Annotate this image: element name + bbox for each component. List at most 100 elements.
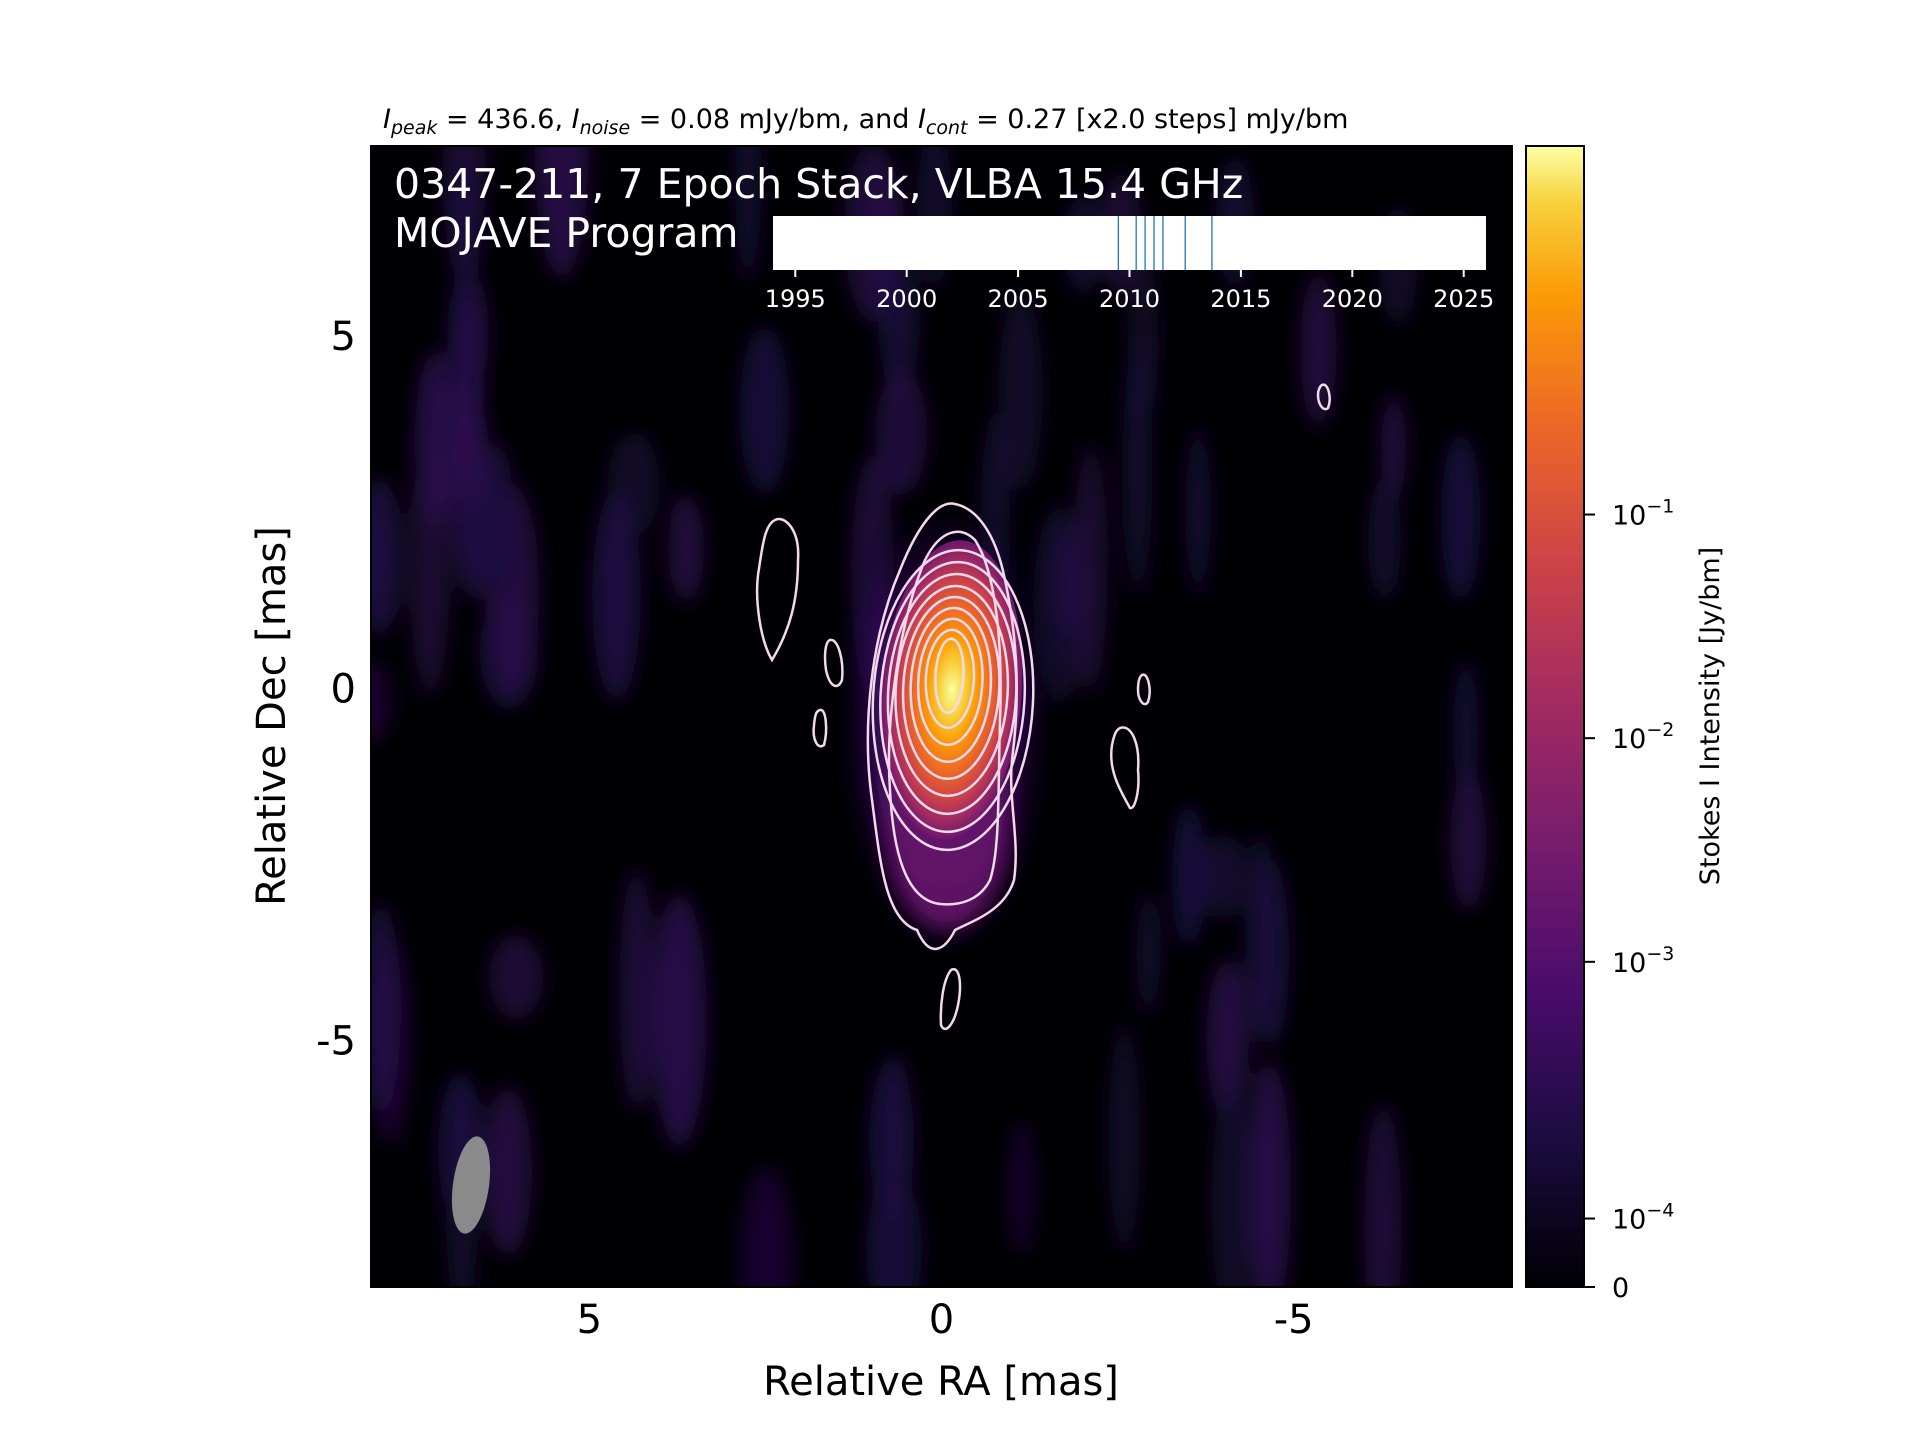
noise-blob xyxy=(371,476,402,637)
colorbar-label: Stokes I Intensity [Jy/bm] xyxy=(1695,547,1726,885)
noise-blob xyxy=(1009,1120,1034,1257)
peak-subscript: peak xyxy=(390,117,438,139)
epoch-tick-label: 2010 xyxy=(1099,285,1160,313)
noise-subscript: noise xyxy=(580,117,631,139)
contour-island xyxy=(1136,673,1151,706)
noise-blob xyxy=(1368,477,1402,601)
x-axis-label: Relative RA [mas] xyxy=(763,1359,1119,1405)
contour-ring xyxy=(894,584,1010,798)
noise-blob xyxy=(652,893,707,1148)
noise-blob xyxy=(866,1172,922,1287)
noise-blob xyxy=(607,431,661,537)
noise-blob xyxy=(1450,770,1487,912)
noise-blob xyxy=(1136,890,1161,1016)
contour-island xyxy=(939,967,962,1031)
contour-island xyxy=(755,517,800,663)
epoch-timeline-box xyxy=(773,216,1486,270)
peak-value: = 436.6, xyxy=(437,104,571,135)
noise-blob xyxy=(882,1049,911,1219)
noise-blob xyxy=(450,156,481,292)
header-annotation: Ipeak = 436.6, Inoise = 0.08 mJy/bm, and… xyxy=(383,104,1348,139)
noise-blob xyxy=(1127,250,1159,426)
epoch-tick-label: 2025 xyxy=(1433,285,1494,313)
chart-title-line2: MOJAVE Program xyxy=(394,209,738,257)
epoch-timeline: 1995 2000 2005 2010 2015 2020 2025 xyxy=(765,216,1494,313)
noise-blob xyxy=(484,1086,533,1257)
cont-symbol: I xyxy=(918,104,926,135)
noise-blob xyxy=(534,146,589,279)
colorbar-tick-label: 10−4 xyxy=(1612,1200,1674,1236)
epoch-tick-label: 2020 xyxy=(1322,285,1383,313)
x-tick-label: 0 xyxy=(929,1297,954,1343)
noise-blob xyxy=(1453,657,1479,808)
noise-blob xyxy=(1247,1060,1292,1287)
cont-value: = 0.27 [x2.0 steps] mJy/bm xyxy=(967,104,1348,135)
colorbar-tick-label: 10−3 xyxy=(1612,943,1674,979)
noise-blob xyxy=(1364,1102,1402,1287)
y-axis-label: Relative Dec [mas] xyxy=(249,526,295,906)
noise-symbol: I xyxy=(572,104,580,135)
x-tick-label: 5 xyxy=(577,1297,602,1343)
noise-blob xyxy=(619,868,655,1112)
noise-blob xyxy=(735,146,762,285)
noise-blob xyxy=(1245,831,1277,1043)
noise-blob xyxy=(998,292,1044,492)
contour-island xyxy=(812,708,828,748)
contour-ring xyxy=(916,617,984,747)
beam-ellipse xyxy=(451,1136,491,1234)
x-tick-label: -5 xyxy=(1274,1297,1314,1343)
epoch-tick-label: 2005 xyxy=(988,285,1049,313)
epoch-ticks: 1995 2000 2005 2010 2015 2020 2025 xyxy=(765,270,1494,313)
noise-blob xyxy=(739,326,790,495)
noise-blob xyxy=(1381,393,1407,502)
noise-value: = 0.08 mJy/bm, and xyxy=(630,104,918,135)
noise-blob xyxy=(485,443,514,598)
contours xyxy=(755,383,1331,1031)
y-axis-ticks: 5 0 -5 xyxy=(316,314,1512,1064)
contour-outer xyxy=(866,502,1018,951)
contour-ring xyxy=(871,548,1035,852)
epoch-lines xyxy=(1117,216,1213,270)
noise-blob xyxy=(371,661,392,743)
contour-ring xyxy=(924,628,976,730)
colorbar-tick-label: 0 xyxy=(1612,1273,1629,1304)
contour-island xyxy=(1109,726,1140,810)
peak-symbol: I xyxy=(383,104,391,135)
noise-blob xyxy=(414,351,457,527)
chart-title-line1: 0347-211, 7 Epoch Stack, VLBA 15.4 GHz xyxy=(394,160,1243,208)
noise-blob xyxy=(1211,1083,1252,1287)
noise-blob xyxy=(371,939,410,1147)
y-tick-label: -5 xyxy=(316,1018,356,1064)
x-axis-ticks: 5 0 -5 xyxy=(577,1276,1314,1343)
contour-ring xyxy=(934,637,965,714)
noise-blob xyxy=(878,256,920,393)
noise-blob xyxy=(459,495,487,602)
colorbar-tick-label: 10−2 xyxy=(1612,719,1674,755)
noise-blob xyxy=(740,1165,794,1287)
contour-island xyxy=(1316,383,1331,411)
contour-ring xyxy=(909,606,993,764)
noise-blob xyxy=(1073,443,1108,695)
epoch-tick-label: 1995 xyxy=(765,285,826,313)
cont-subscript: cont xyxy=(926,117,969,139)
colorbar-gradient xyxy=(1525,145,1585,1288)
noise-blob xyxy=(875,369,928,496)
colorbar: 10−1 10−2 10−3 10−4 0 Stokes I Intensity [Jy… xyxy=(1525,145,1726,1304)
contour-island xyxy=(823,638,844,688)
noise-blob xyxy=(1440,432,1481,602)
noise-blob xyxy=(488,934,544,1020)
noise-blob xyxy=(1206,958,1249,1119)
noise-blob xyxy=(1185,426,1211,596)
contour-ring xyxy=(901,595,1001,781)
noise-blob xyxy=(1108,1023,1141,1253)
colorbar-ticks: 10−1 10−2 10−3 10−4 0 xyxy=(1584,496,1674,1304)
y-tick-label: 5 xyxy=(331,314,356,360)
contour-level-2 xyxy=(887,530,1002,906)
noise-blob xyxy=(1172,802,1206,948)
noise-blob xyxy=(592,488,641,702)
image-panel xyxy=(371,146,1512,1287)
epoch-tick-label: 2000 xyxy=(876,285,937,313)
contour-ring xyxy=(879,560,1027,834)
noise-blob xyxy=(668,494,704,603)
